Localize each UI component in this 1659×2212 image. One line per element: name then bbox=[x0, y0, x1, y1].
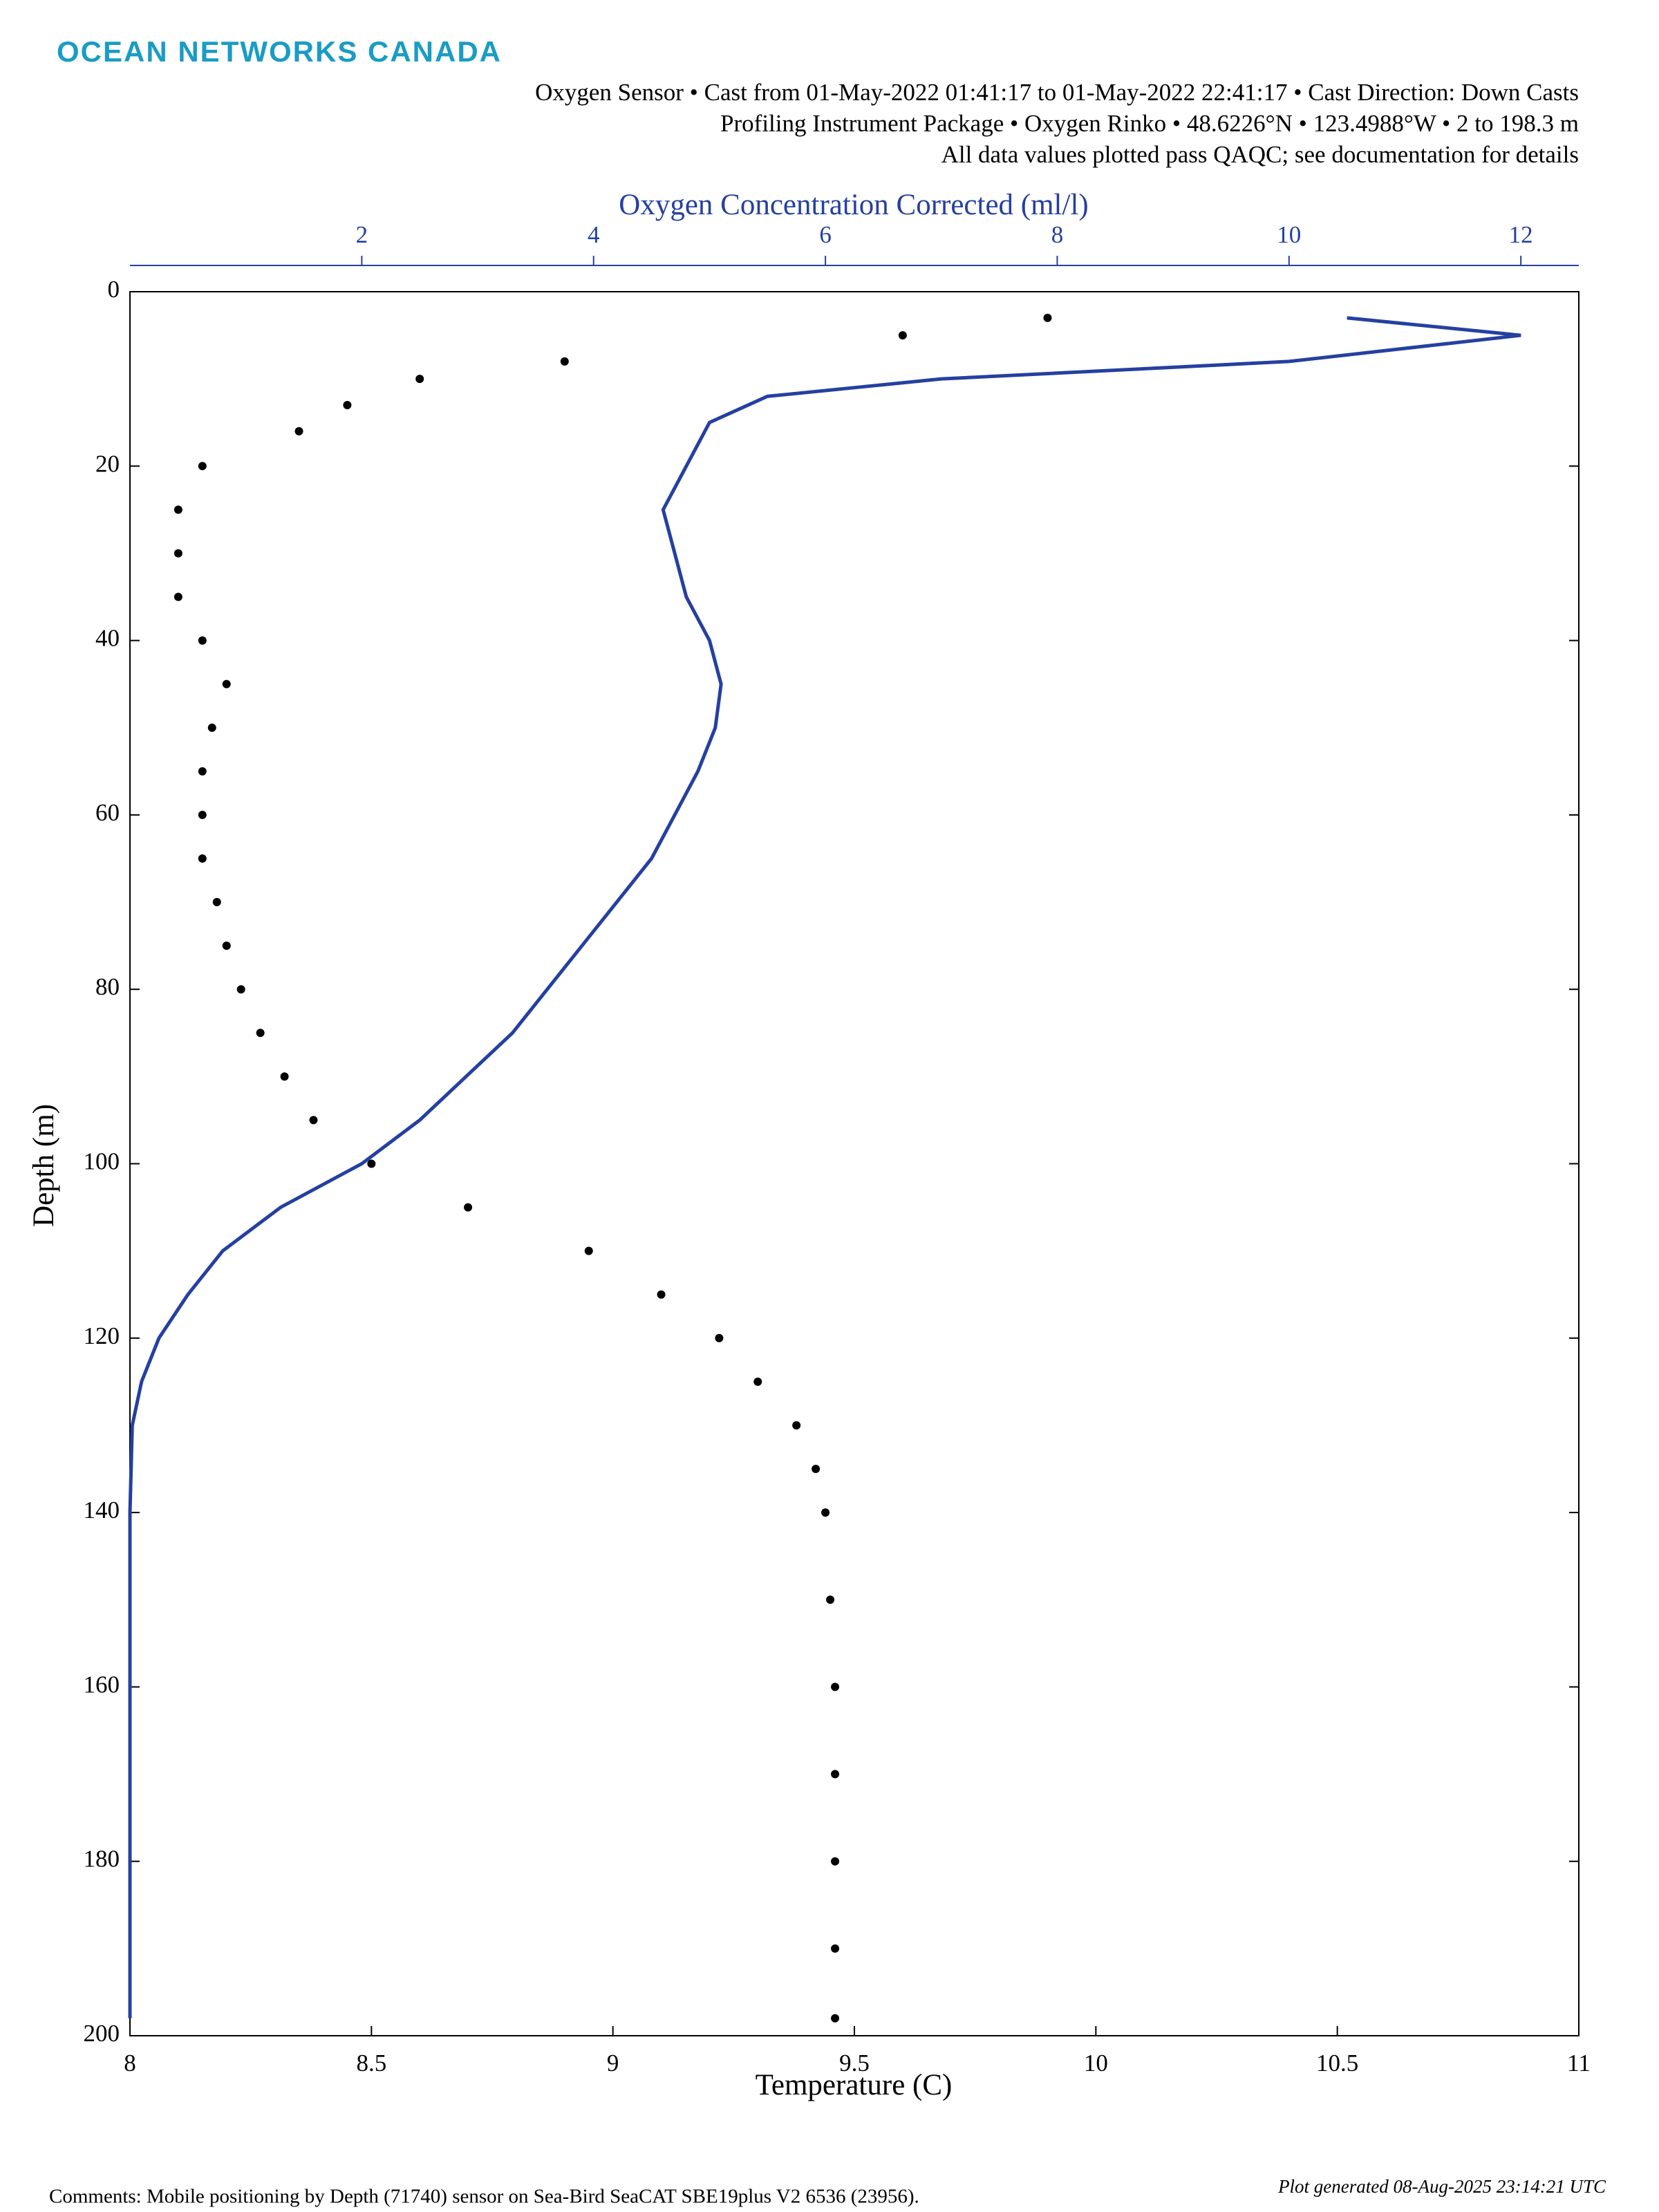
oxygen-line bbox=[128, 316, 1521, 2018]
subtitle: Oxygen Sensor • Cast from 01-May-2022 01… bbox=[535, 79, 1579, 106]
y-tick-label: 40 bbox=[95, 625, 120, 652]
temperature-point bbox=[309, 1116, 318, 1125]
x-tick-label: 8 bbox=[124, 2050, 136, 2077]
y-tick-label: 200 bbox=[84, 2020, 120, 2047]
x2-tick-label: 4 bbox=[588, 221, 600, 248]
temperature-point bbox=[294, 427, 303, 435]
temperature-point bbox=[174, 549, 182, 558]
x2-tick-label: 2 bbox=[356, 221, 368, 248]
y-tick-label: 180 bbox=[84, 1846, 120, 1873]
y-tick-label: 140 bbox=[84, 1497, 120, 1524]
temperature-point bbox=[464, 1203, 473, 1212]
x-tick-label: 8.5 bbox=[356, 2050, 386, 2077]
x-tick-label: 10.5 bbox=[1316, 2050, 1358, 2077]
temperature-point bbox=[715, 1333, 724, 1342]
y-tick-label: 100 bbox=[84, 1148, 120, 1175]
temperature-point bbox=[222, 941, 231, 950]
y-tick-label: 80 bbox=[95, 973, 120, 1000]
subtitle: All data values plotted pass QAQC; see d… bbox=[941, 141, 1579, 168]
subtitle: Profiling Instrument Package • Oxygen Ri… bbox=[720, 110, 1579, 137]
x-tick-label: 11 bbox=[1567, 2050, 1591, 2077]
temperature-point bbox=[812, 1465, 821, 1474]
temperature-point bbox=[174, 505, 182, 514]
y-axis-label: Depth (m) bbox=[28, 1104, 60, 1227]
temperature-point bbox=[821, 1508, 830, 1517]
comments: Comments: Mobile positioning by Depth (7… bbox=[49, 2186, 919, 2208]
y-tick-label: 0 bbox=[108, 276, 120, 303]
x-tick-label: 9.5 bbox=[839, 2050, 870, 2077]
x2-axis-label: Oxygen Concentration Corrected (ml/l) bbox=[619, 189, 1088, 221]
x-axis-label: Temperature (C) bbox=[756, 2069, 953, 2101]
temperature-point bbox=[831, 2014, 840, 2023]
x2-tick-label: 8 bbox=[1051, 221, 1064, 248]
temperature-point bbox=[826, 1595, 835, 1604]
y-tick-label: 120 bbox=[84, 1322, 120, 1349]
temperature-point bbox=[236, 985, 245, 994]
x2-tick-label: 6 bbox=[819, 221, 832, 248]
temperature-point bbox=[280, 1072, 289, 1081]
temperature-point bbox=[584, 1246, 593, 1255]
temperature-point bbox=[198, 854, 207, 863]
temperature-point bbox=[831, 1944, 840, 1953]
x2-tick-label: 12 bbox=[1509, 221, 1533, 248]
temperature-point bbox=[415, 375, 424, 384]
temperature-point bbox=[222, 679, 231, 688]
temperature-point bbox=[198, 462, 207, 471]
temperature-point bbox=[212, 898, 221, 907]
temperature-point bbox=[256, 1029, 265, 1038]
temperature-point bbox=[753, 1377, 762, 1386]
temperature-point bbox=[367, 1159, 376, 1168]
generated-note: Plot generated 08-Aug-2025 23:14:21 UTC bbox=[1277, 2176, 1606, 2197]
temperature-point bbox=[792, 1421, 801, 1430]
temperature-point bbox=[831, 1770, 840, 1779]
temperature-point bbox=[560, 357, 569, 366]
x-tick-label: 10 bbox=[1084, 2050, 1108, 2077]
temperature-point bbox=[657, 1290, 666, 1299]
temperature-point bbox=[198, 767, 207, 776]
temperature-point bbox=[198, 636, 207, 645]
y-tick-label: 60 bbox=[95, 799, 120, 826]
x2-tick-label: 10 bbox=[1277, 221, 1301, 248]
y-tick-label: 160 bbox=[84, 1671, 120, 1698]
temperature-point bbox=[831, 1857, 840, 1866]
temperature-point bbox=[1043, 313, 1052, 322]
x-tick-label: 9 bbox=[607, 2050, 619, 2077]
logo: OCEAN NETWORKS CANADA bbox=[57, 35, 502, 68]
temperature-point bbox=[198, 810, 207, 819]
temperature-point bbox=[343, 400, 352, 409]
temperature-point bbox=[207, 723, 216, 732]
y-tick-label: 20 bbox=[95, 450, 120, 477]
temperature-point bbox=[174, 592, 182, 601]
temperature-point bbox=[831, 1683, 840, 1691]
temperature-point bbox=[898, 331, 907, 340]
